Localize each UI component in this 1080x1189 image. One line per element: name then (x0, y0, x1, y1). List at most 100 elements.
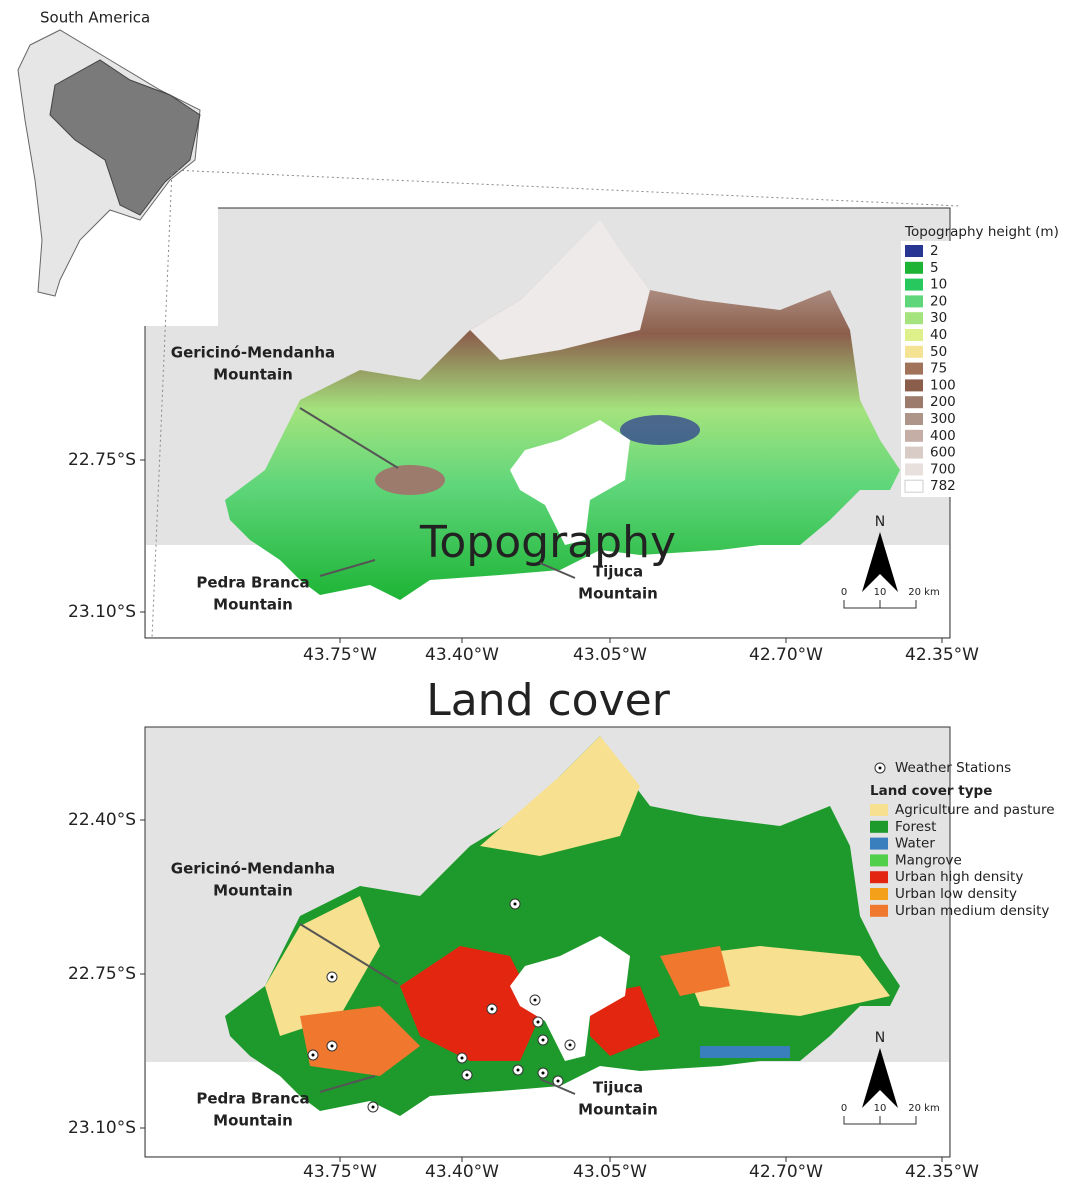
legend-swatch (905, 329, 923, 341)
annotation-leader (319, 559, 376, 577)
north-arrow (862, 532, 898, 592)
legend-swatch (905, 312, 923, 325)
x-tick-label: 42.70°W (749, 645, 823, 665)
annotation: Mountain (578, 585, 658, 603)
station-dot (568, 1043, 572, 1047)
station-dot (311, 1053, 315, 1057)
scale-bar (843, 600, 917, 609)
x-tick-label: 43.40°W (425, 645, 499, 665)
annotation: Gericinó-Mendanha (171, 344, 335, 362)
legend-label: 400 (930, 428, 956, 444)
x-tick-label: 43.05°W (573, 1162, 647, 1182)
legend-swatch (870, 888, 888, 900)
x-tick-label: 43.75°W (303, 1162, 377, 1182)
legend-label: 782 (930, 478, 956, 494)
legend-swatch (870, 904, 888, 917)
legend-label: Forest (895, 819, 936, 835)
urban-medium-area (660, 946, 730, 996)
y-tick-label: 22.40°S (68, 810, 136, 830)
north-label: N (875, 1030, 885, 1046)
annotation-leader (539, 1078, 576, 1095)
annotation: Mountain (213, 366, 293, 384)
annotation: Mountain (213, 882, 293, 900)
annotation: Mountain (213, 596, 293, 614)
legend-swatch (905, 362, 923, 375)
annotation: Pedra Branca (196, 1090, 309, 1108)
legend-swatch (905, 278, 923, 291)
annotation-leader (299, 407, 399, 469)
station-dot (533, 998, 537, 1002)
station-dot (460, 1056, 464, 1060)
legend-swatch (905, 295, 923, 308)
legend-label: 300 (930, 411, 956, 427)
legend-swatch (905, 245, 923, 257)
legend-title: Topography height (m) (904, 224, 1059, 240)
annotation: Mountain (578, 1101, 658, 1119)
x-tick-label: 43.05°W (573, 645, 647, 665)
brazil (49, 59, 201, 216)
legend-label: 75 (930, 361, 947, 377)
station-dot (516, 1068, 520, 1072)
water-area (700, 1046, 790, 1058)
north-arrow (862, 1048, 898, 1108)
scale-label: 10 (874, 1103, 887, 1114)
lowland (620, 415, 700, 445)
legend-swatch (905, 345, 923, 358)
station-dot (330, 1044, 334, 1048)
y-tick-label: 22.75°S (68, 450, 136, 470)
urban-high-area (400, 946, 540, 1061)
legend-title: Land cover type (870, 783, 992, 799)
x-tick-label: 42.35°W (905, 645, 979, 665)
legend-swatch (905, 261, 923, 274)
y-tick-label: 22.75°S (68, 964, 136, 984)
legend-label: 40 (930, 327, 947, 343)
legend-label: 2 (930, 243, 939, 259)
legend-swatch (870, 804, 888, 816)
x-tick-label: 43.75°W (303, 645, 377, 665)
annotation-leader (299, 923, 399, 985)
north-label: N (875, 514, 885, 530)
legend-label: 600 (930, 445, 956, 461)
panel-title: Land cover (426, 675, 671, 726)
legend-label: 50 (930, 344, 947, 360)
annotation: Tijuca (593, 563, 643, 581)
scale-label: 20 km (908, 1103, 939, 1114)
legend-label: 100 (930, 377, 956, 393)
legend-label: Weather Stations (895, 760, 1011, 776)
legend-label: Agriculture and pasture (895, 802, 1055, 818)
scale-label: 0 (841, 1103, 847, 1114)
annotation-leader (319, 1075, 376, 1093)
agriculture-area (680, 946, 890, 1016)
y-tick-label: 23.10°S (68, 1118, 136, 1138)
annotation: Gericinó-Mendanha (171, 860, 335, 878)
station-dot (330, 975, 334, 979)
legend-label: 700 (930, 461, 956, 477)
legend-swatch (870, 854, 888, 867)
station-dot (556, 1079, 560, 1083)
legend-swatch (905, 413, 923, 425)
legend-label: Water (895, 836, 935, 852)
scale-bar (843, 1116, 917, 1125)
scale-label: 0 (841, 587, 847, 598)
station-dot (371, 1105, 375, 1109)
legend-label: 10 (930, 277, 947, 293)
legend-label: Urban high density (895, 869, 1023, 885)
legend-label: 200 (930, 394, 956, 410)
scale-label: 10 (874, 587, 887, 598)
legend-swatch (905, 446, 923, 459)
land-cover-map (225, 736, 900, 1116)
station-dot (536, 1020, 540, 1024)
station-dot (541, 1038, 545, 1042)
legend-swatch (870, 837, 888, 850)
legend-swatch (904, 479, 924, 493)
station-dot (465, 1073, 469, 1077)
inset-label: South America (40, 9, 150, 27)
x-tick-label: 42.70°W (749, 1162, 823, 1182)
annotation: Tijuca (593, 1079, 643, 1097)
y-tick-label: 23.10°S (68, 602, 136, 622)
legend-swatch (870, 871, 888, 884)
legend-swatch (905, 463, 923, 476)
station-dot (541, 1071, 545, 1075)
x-tick-label: 42.35°W (905, 1162, 979, 1182)
